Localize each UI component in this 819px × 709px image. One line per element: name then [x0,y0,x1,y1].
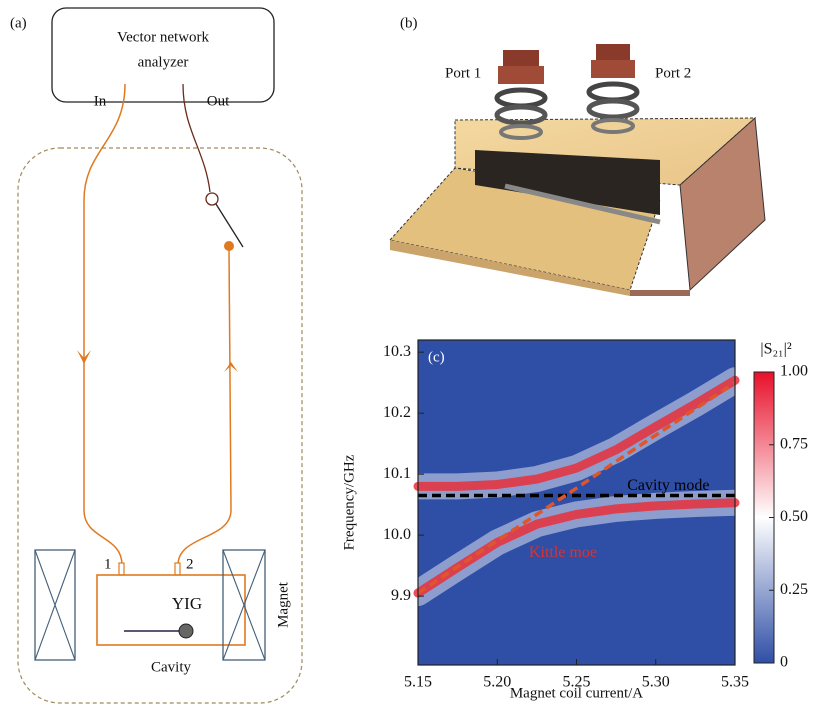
colorbar-tick-label: 0.50 [780,508,808,525]
branch-band [413,375,740,491]
colorbar-tick-label: 0.75 [780,435,808,452]
in-label: In [94,93,107,109]
port-label: 1 [104,556,112,572]
in-line [83,83,126,566]
enclosure [17,147,303,704]
cavity-box [96,574,246,646]
yig-sphere [178,623,194,639]
switch [205,192,219,206]
x-tick-label: 5.15 [404,674,432,691]
arrow [224,362,238,372]
yig-label: YIG [172,594,202,613]
panel-label: (b) [400,15,418,31]
colorbar-tick-label: 1.00 [780,363,808,380]
y-tick-label: 10.1 [383,465,411,482]
y-tick-label: 10.2 [383,404,411,421]
analyzer-box [51,7,275,103]
y-tick-label: 9.9 [391,587,411,604]
port [174,562,181,576]
y-axis-label: Frequency/GHz [341,454,357,550]
colorbar-tick-label: 0.25 [780,581,808,598]
annotation: Cavity mode [627,477,709,494]
analyzer-label: analyzer [138,54,189,70]
y-tick-label: 10.0 [383,526,411,543]
panel-label: (a) [10,15,27,31]
magnet-cross [34,549,76,661]
annotation: Kittle moe [529,544,597,561]
y-tick-label: 10.3 [383,343,411,360]
port [118,562,125,576]
magnet-label: Magnet [275,581,291,628]
magnet [222,549,266,661]
port-label: Port 1 [445,65,481,81]
switch-contact [224,241,234,251]
cavity-render [389,44,766,296]
magnet [34,549,76,661]
out-label: Out [207,93,230,109]
colorbar-label: |S₂₁|² [760,341,791,358]
arrow [77,350,91,364]
port-label: 2 [186,556,194,572]
magnet-cross [222,549,266,661]
x-axis-label: Magnet coil current/A [510,685,643,701]
switch-lever [215,203,244,248]
x-tick-label: 5.30 [642,674,670,691]
port-label: Port 2 [655,65,691,81]
analyzer-label: Vector network [117,29,210,45]
panel-label: (c) [428,349,445,365]
colorbar-tick-label: 0 [780,654,788,671]
out-line [182,83,211,193]
x-tick-label: 5.20 [483,674,511,691]
cavity-label: Cavity [151,659,191,675]
out-feed [177,249,232,566]
x-tick-label: 5.35 [721,674,749,691]
x-tick-label: 5.25 [563,674,591,691]
mode-line [417,381,736,595]
